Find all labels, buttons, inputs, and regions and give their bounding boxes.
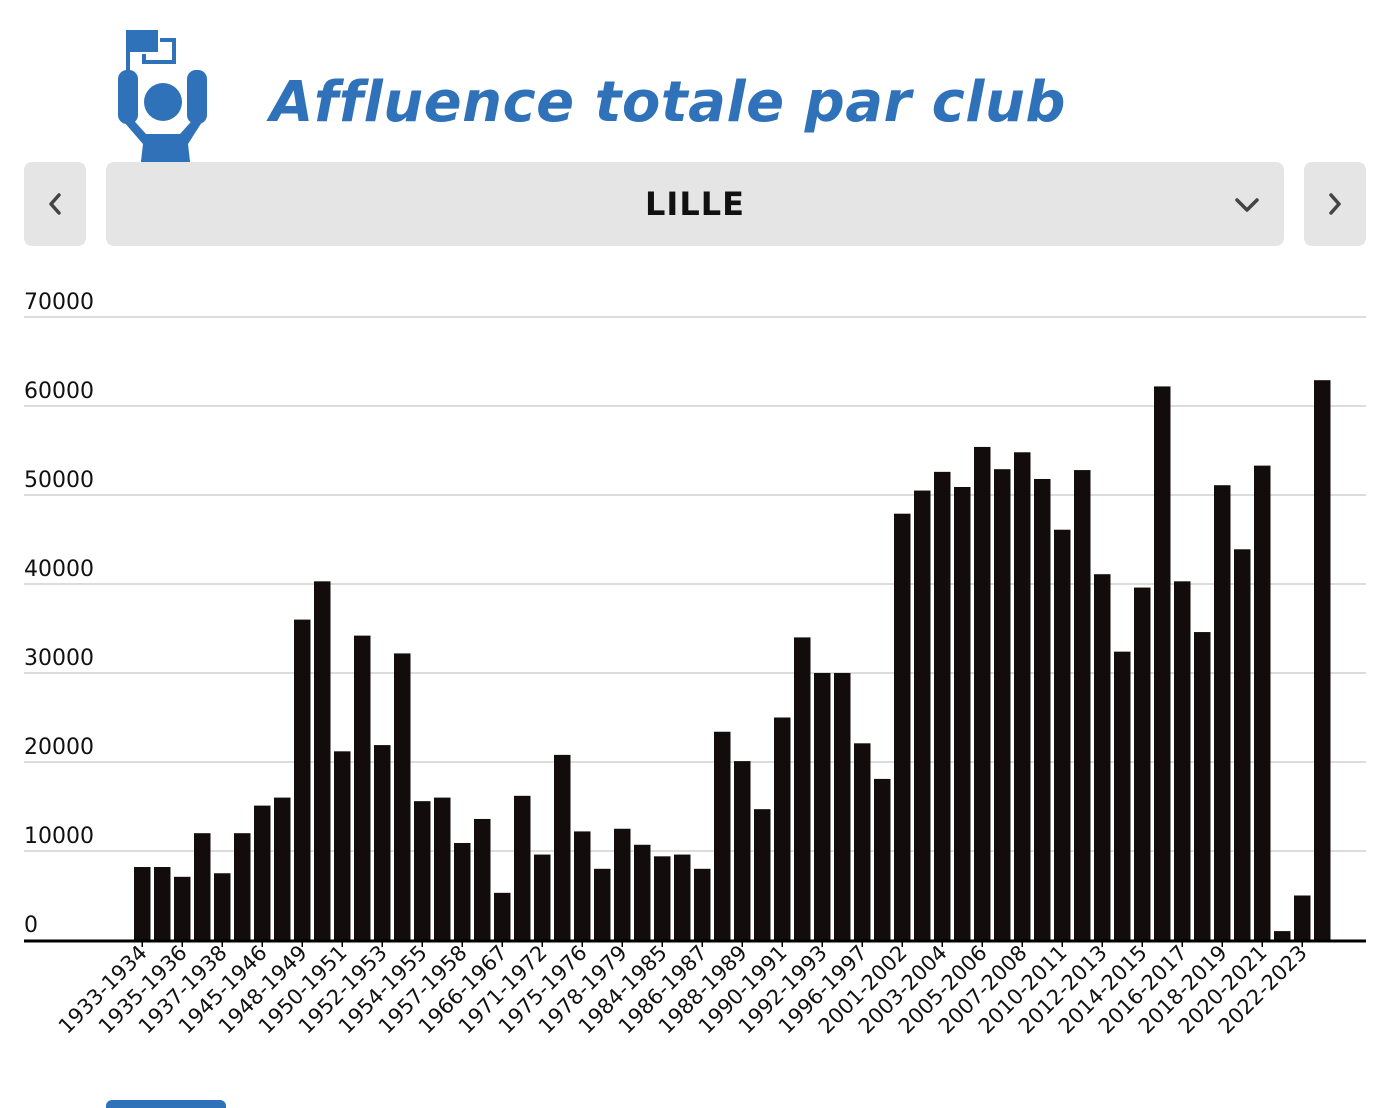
bar	[414, 801, 431, 940]
bar	[934, 471, 951, 940]
bar	[994, 469, 1011, 940]
bar	[254, 805, 271, 940]
bar	[154, 867, 171, 940]
bar	[1134, 587, 1151, 940]
y-tick-label: 40000	[24, 557, 94, 582]
bar	[794, 637, 811, 940]
bar	[674, 854, 691, 940]
bar	[1214, 485, 1231, 940]
bar	[654, 856, 671, 940]
bar	[634, 844, 651, 940]
bar	[1054, 529, 1071, 940]
bar	[1234, 549, 1251, 940]
bar	[134, 867, 151, 940]
bar	[1154, 386, 1171, 940]
bar	[614, 828, 631, 940]
y-tick-label: 20000	[24, 735, 94, 760]
chevron-down-icon	[1235, 198, 1259, 212]
club-select[interactable]: LILLE	[106, 162, 1284, 246]
bar	[354, 635, 371, 940]
bar	[494, 892, 511, 940]
y-tick-label: 10000	[24, 824, 94, 849]
bar	[1194, 632, 1211, 940]
y-tick-label: 30000	[24, 646, 94, 671]
bar	[874, 778, 891, 940]
y-tick-label: 50000	[24, 468, 94, 493]
bar	[814, 673, 831, 940]
bar	[834, 673, 851, 940]
page-title: Affluence totale par club	[270, 70, 1066, 135]
bar	[734, 761, 751, 940]
chevron-right-icon	[1329, 193, 1341, 215]
bar	[694, 868, 711, 940]
bar	[554, 754, 571, 940]
bar	[274, 797, 291, 940]
bar	[574, 831, 591, 940]
bar	[214, 873, 231, 940]
previous-club-button[interactable]	[24, 162, 86, 246]
bar	[1294, 895, 1311, 940]
bar	[1094, 574, 1111, 940]
bar	[594, 868, 611, 940]
bar	[334, 751, 351, 940]
bar	[854, 743, 871, 940]
chevron-left-icon	[49, 193, 61, 215]
bar	[1274, 931, 1291, 940]
bar	[1114, 651, 1131, 940]
bar	[714, 731, 731, 940]
bar	[514, 795, 531, 940]
bar	[234, 833, 251, 940]
bar	[914, 490, 931, 940]
supporter-flag-icon	[118, 30, 207, 170]
bar	[1254, 465, 1271, 940]
bar	[954, 486, 971, 940]
bar	[474, 818, 491, 940]
bar	[774, 717, 791, 940]
y-tick-label: 70000	[24, 290, 94, 315]
bar	[194, 833, 211, 940]
bar	[294, 619, 311, 940]
bar	[974, 446, 991, 940]
bar	[1074, 470, 1091, 940]
bottom-tab[interactable]	[106, 1100, 226, 1108]
bar	[174, 876, 191, 940]
bar	[1034, 478, 1051, 940]
bar	[754, 809, 771, 940]
bar	[894, 513, 911, 940]
bar	[454, 842, 471, 940]
bar	[394, 653, 411, 940]
attendance-bar-chart: 0100002000030000400005000060000700001933…	[24, 290, 1366, 1038]
selected-club-label: LILLE	[645, 185, 745, 223]
bar	[314, 581, 331, 940]
bar	[1174, 581, 1191, 940]
bar	[1014, 452, 1031, 940]
bar	[534, 854, 551, 940]
next-club-button[interactable]	[1304, 162, 1366, 246]
y-tick-label: 0	[24, 913, 38, 938]
bar	[434, 797, 451, 940]
bar	[1314, 380, 1331, 940]
bar	[374, 745, 391, 940]
y-tick-label: 60000	[24, 379, 94, 404]
